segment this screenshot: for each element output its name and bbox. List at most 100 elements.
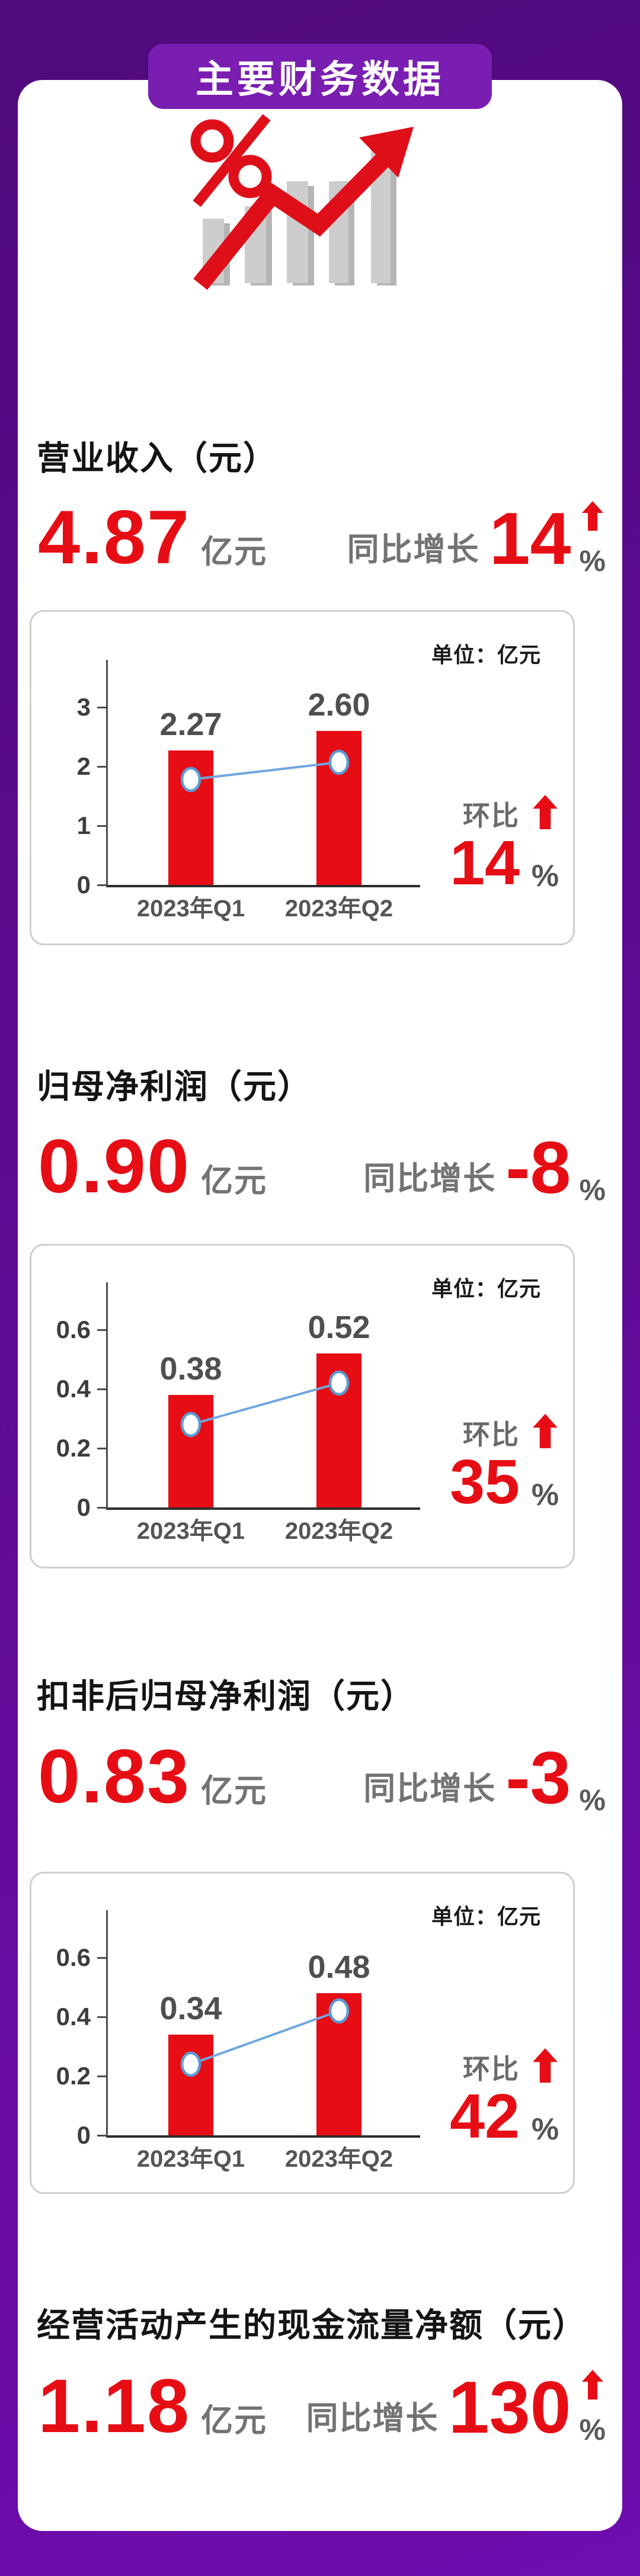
metric-value: 4.87 <box>38 495 191 580</box>
trend-line <box>190 2010 340 2065</box>
y-axis-tick <box>97 825 108 827</box>
x-axis-line <box>106 1507 420 1510</box>
yoy-group: 同比增长 130% <box>306 2370 606 2445</box>
x-axis-line <box>106 2135 420 2138</box>
metric-value-group: 4.87 亿元 <box>38 500 267 576</box>
yoy-label: 同比增长 <box>306 2401 439 2436</box>
chart-card-net-profit: 单位：亿元 环比 35 % 0 0.2 0.4 0.6 0.38 2023年Q1 0.52 2… <box>30 1244 575 1568</box>
trend-line-marker <box>328 749 350 775</box>
y-axis-tick <box>97 766 108 768</box>
bar-value-label: 0.34 <box>159 1991 222 2026</box>
up-arrow-icon <box>533 2048 558 2083</box>
y-axis-tick-label: 0 <box>76 1493 91 1521</box>
mom-value: 14 <box>450 827 520 898</box>
yoy-label: 同比增长 <box>363 1161 497 1196</box>
yoy-value: -3 <box>505 1737 571 1819</box>
y-axis-tick-label: 1 <box>76 811 91 839</box>
metric-unit: 亿元 <box>201 1773 268 1809</box>
section-title-cashflow: 经营活动产生的现金流量净额（元） <box>37 2306 587 2344</box>
yoy-group: 同比增长 -8% <box>363 1130 606 1205</box>
mom-label: 环比 <box>463 2053 520 2084</box>
section-title-revenue: 营业收入（元） <box>37 440 277 477</box>
bar-value-label: 2.27 <box>159 707 222 742</box>
section-title-net-profit: 归母净利润（元） <box>37 1068 312 1105</box>
percent-growth-chart-icon <box>190 114 414 290</box>
bar-2023年Q1 <box>168 2035 213 2135</box>
metric-value: 0.90 <box>38 1124 191 1209</box>
mom-percent: % <box>531 859 559 893</box>
bar-value-label: 0.52 <box>308 1310 370 1345</box>
trend-line-overlay <box>180 749 350 793</box>
y-axis-tick-label: 0.6 <box>56 1316 91 1343</box>
y-axis-tick <box>97 2135 108 2136</box>
trend-line <box>190 1382 340 1426</box>
mom-block: 环比 14 % <box>450 794 562 898</box>
section-title-deducted-profit: 扣非后归母净利润（元） <box>37 1677 415 1715</box>
y-axis-tick-label: 0.4 <box>56 1375 91 1403</box>
x-axis-category-label: 2023年Q2 <box>284 2146 393 2172</box>
metric-unit: 亿元 <box>201 1163 268 1199</box>
trend-line-overlay <box>180 1998 350 2077</box>
percent-symbol <box>190 114 272 207</box>
y-axis-tick <box>97 1957 108 1959</box>
mom-percent: % <box>531 2112 559 2147</box>
yoy-percent: % <box>579 1173 606 1207</box>
metric-value: 1.18 <box>38 2364 191 2449</box>
mom-value: 35 <box>450 1446 520 1517</box>
y-axis-tick-label: 0.2 <box>56 2062 91 2090</box>
metric-unit: 亿元 <box>201 2403 268 2439</box>
bar-value-label: 0.38 <box>159 1351 222 1387</box>
y-axis-tick-label: 0.4 <box>56 2003 91 2030</box>
x-axis-category-label: 2023年Q1 <box>136 896 245 922</box>
yoy-value: 14 <box>489 498 571 580</box>
chart-card-revenue: 单位：亿元 环比 14 % 0 1 2 3 2.27 2023年Q1 2.60 2023年Q2 <box>30 610 575 945</box>
y-axis-tick <box>97 884 108 886</box>
value-row: 4.87 亿元 同比增长 14% <box>38 492 606 576</box>
yoy-arrow-percent-stack: % <box>580 1130 606 1205</box>
page-title: 主要财务数据 <box>196 58 444 101</box>
y-axis-tick-label: 0.6 <box>56 1943 91 1971</box>
y-axis-tick <box>97 2016 108 2018</box>
x-axis-category-label: 2023年Q1 <box>136 1518 245 1544</box>
metric-value-group: 0.90 亿元 <box>38 1129 267 1205</box>
yoy-label: 同比增长 <box>363 1771 497 1807</box>
y-axis-tick-label: 0 <box>76 871 91 899</box>
yoy-percent: % <box>579 1783 606 1817</box>
trend-line-marker <box>180 766 201 793</box>
up-arrow-icon <box>533 794 558 829</box>
value-row: 0.83 亿元 同比增长 -3% <box>38 1731 606 1815</box>
yoy-percent: % <box>579 2413 606 2446</box>
y-axis-line <box>106 1910 108 2135</box>
yoy-label: 同比增长 <box>347 532 480 567</box>
chart-card-deducted-profit: 单位：亿元 环比 42 % 0 0.2 0.4 0.6 0.34 2023年Q1 0.48 2… <box>30 1872 575 2194</box>
y-axis-tick-label: 0 <box>76 2121 91 2149</box>
yoy-group: 同比增长 -3% <box>363 1740 606 1815</box>
trend-line-marker <box>328 1998 350 2024</box>
yoy-value: -8 <box>505 1127 571 1209</box>
mom-block: 环比 35 % <box>450 1413 562 1517</box>
yoy-percent: % <box>579 544 606 578</box>
metric-unit: 亿元 <box>201 534 268 570</box>
x-axis-category-label: 2023年Q1 <box>136 2146 245 2172</box>
metric-value-group: 1.18 亿元 <box>38 2369 267 2445</box>
trend-line-marker <box>328 1370 350 1396</box>
value-row: 0.90 亿元 同比增长 -8% <box>38 1121 606 1205</box>
yoy-arrow-percent-stack: % <box>580 1740 606 1815</box>
trend-line-overlay <box>180 1370 350 1438</box>
chart-unit-label: 单位：亿元 <box>431 643 541 667</box>
mom-percent: % <box>531 1478 559 1512</box>
mom-value: 42 <box>450 2081 520 2151</box>
y-axis-tick-label: 2 <box>76 752 91 780</box>
chart-unit-label: 单位：亿元 <box>431 1276 541 1301</box>
y-axis-tick <box>97 2075 108 2077</box>
mom-block: 环比 42 % <box>450 2048 562 2151</box>
red-trend-arrow <box>193 127 414 290</box>
yoy-value: 130 <box>448 2367 571 2449</box>
y-axis-line <box>106 660 108 885</box>
x-axis-category-label: 2023年Q2 <box>284 1518 393 1544</box>
mom-label: 环比 <box>463 800 520 831</box>
up-arrow-icon <box>581 2370 603 2399</box>
yoy-arrow-percent-stack: % <box>580 2370 606 2445</box>
metric-value: 0.83 <box>38 1734 191 1819</box>
